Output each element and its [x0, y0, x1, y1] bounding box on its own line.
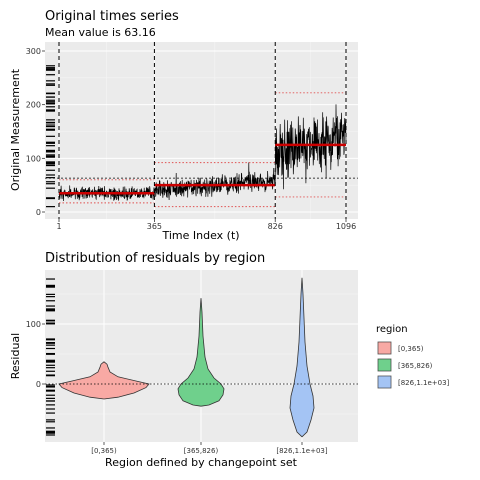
chart1-y-tick-label: 200 [26, 101, 41, 110]
chart1-series [45, 42, 358, 219]
violin-3 [289, 277, 315, 438]
chart1-x-tick-label: 1096 [336, 222, 356, 231]
chart2-y-axis-title: Residual [9, 333, 22, 379]
legend-label: [365,826) [398, 362, 433, 370]
chart1-y-tick-label: 300 [26, 47, 41, 56]
chart1-x-tick-label: 365 [147, 222, 162, 231]
chart2-x-tick-label: [365,826) [184, 447, 219, 455]
chart2-plot-area [45, 270, 358, 442]
violin-2 [177, 298, 225, 407]
legend-title: region [376, 324, 408, 335]
chart2-series [45, 277, 358, 438]
legend-swatch [377, 358, 392, 372]
chart1-x-tick-label: 826 [268, 222, 283, 231]
chart2-y-tick-label: 100 [26, 320, 41, 329]
legend-label: [0,365) [398, 345, 424, 353]
chart2-axes: 0 100 [0,365) [365,826) [826,1.1e+03] [26, 320, 328, 455]
chart2-y-tick-label: 0 [36, 380, 41, 389]
violin-1 [58, 361, 150, 400]
chart1-subtitle: Mean value is 63.16 [45, 26, 156, 39]
chart1-y-tick-label: 0 [36, 208, 41, 217]
chart1-axes: 0 100 200 300 1 365 826 1096 [26, 47, 356, 231]
legend-swatch [377, 375, 392, 389]
chart2-x-tick-label: [826,1.1e+03] [276, 447, 328, 455]
chart1-title: Original times series [45, 9, 179, 24]
chart1-plot-area [45, 42, 358, 219]
chart1-rug [46, 65, 55, 208]
chart2-x-axis-title: Region defined by changepoint set [105, 456, 298, 469]
chart1-x-axis-title: Time Index (t) [161, 229, 239, 242]
chart2-title: Distribution of residuals by region [45, 251, 265, 266]
chart1-x-tick-label: 1 [56, 222, 61, 231]
chart2-rug [46, 278, 55, 436]
chart1-y-tick-label: 100 [26, 154, 41, 163]
chart2-legend: region [0,365) [365,826) [826,1.1e+03] [376, 324, 450, 389]
legend-label: [826,1.1e+03] [398, 379, 450, 387]
legend-items: [0,365) [365,826) [826,1.1e+03] [377, 341, 450, 389]
legend-swatch [377, 341, 392, 355]
chart2-x-tick-label: [0,365) [91, 447, 117, 455]
chart1-y-axis-title: Original Measurement [9, 68, 22, 191]
